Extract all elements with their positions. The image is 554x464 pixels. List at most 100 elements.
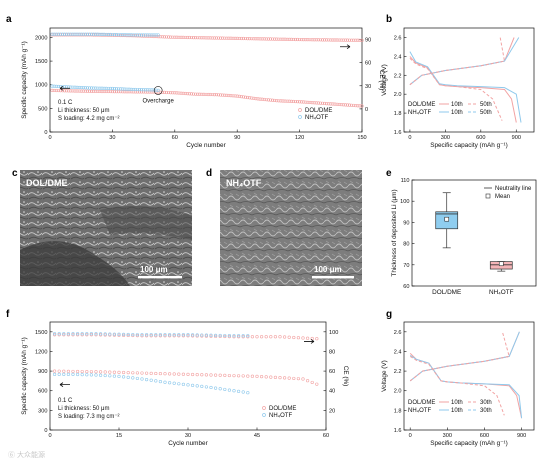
data-point <box>75 333 80 337</box>
data-point <box>50 88 54 92</box>
data-point <box>108 374 112 378</box>
data-point <box>260 335 264 339</box>
data-point <box>354 103 358 108</box>
condition-text: S loading: 7.3 mg cm⁻² <box>58 414 120 420</box>
data-point <box>66 372 70 376</box>
charge-curve <box>409 331 510 382</box>
sem-c-mid-region <box>100 206 192 240</box>
data-point <box>137 33 142 37</box>
data-point <box>298 37 302 42</box>
y2-tick-label: 60 <box>329 369 335 375</box>
sem-image-d-area <box>220 170 362 286</box>
data-point <box>339 102 343 107</box>
data-point <box>100 86 104 90</box>
data-point <box>142 33 146 37</box>
data-point <box>200 384 204 389</box>
data-point <box>131 332 135 337</box>
data-point <box>146 88 150 92</box>
data-point <box>329 102 333 106</box>
data-point <box>108 333 112 337</box>
data-point <box>127 33 131 37</box>
data-point <box>352 103 356 108</box>
category-label: NH₄OTF <box>489 289 514 296</box>
data-point <box>150 90 154 94</box>
data-point <box>264 335 268 339</box>
data-point <box>50 32 54 36</box>
category-label: DOL/DME <box>432 289 461 296</box>
data-point <box>331 38 335 42</box>
data-point <box>200 92 204 96</box>
data-point <box>73 85 77 89</box>
data-point <box>103 370 107 374</box>
data-point <box>333 102 337 106</box>
data-point <box>273 335 278 339</box>
data-point <box>287 99 291 103</box>
data-point <box>142 90 146 94</box>
charge-curve <box>409 37 506 86</box>
data-point <box>171 35 175 39</box>
panel-label-a: a <box>6 14 12 25</box>
data-point <box>149 378 153 382</box>
data-point <box>308 38 312 42</box>
data-point <box>60 89 65 93</box>
data-point <box>209 334 213 338</box>
data-point <box>241 374 245 378</box>
data-point <box>144 33 148 37</box>
data-point <box>77 32 81 36</box>
data-point <box>239 36 243 41</box>
y-tick-label: 1.6 <box>394 428 402 434</box>
data-point <box>283 99 287 103</box>
data-point <box>306 379 310 383</box>
data-point <box>87 86 92 90</box>
data-point <box>166 90 171 95</box>
data-point <box>135 376 139 381</box>
data-point <box>89 333 93 337</box>
data-point <box>162 35 166 39</box>
legend-marker <box>298 108 302 112</box>
data-point <box>164 90 169 95</box>
data-point <box>208 92 212 97</box>
data-point <box>52 332 57 336</box>
data-point <box>210 92 214 97</box>
data-point <box>229 36 233 40</box>
data-point <box>250 37 254 41</box>
data-point <box>96 86 100 90</box>
data-point <box>158 334 162 338</box>
data-point <box>204 385 208 389</box>
data-point <box>89 86 94 90</box>
data-point <box>343 103 347 107</box>
chart-b: 0 300 600 900 1.6 1.8 2.0 2.2 2.4 2.6 Specific cap… <box>381 27 535 149</box>
data-point <box>112 90 117 94</box>
data-point <box>83 32 87 36</box>
data-point <box>172 333 176 337</box>
data-point <box>289 37 293 42</box>
data-point <box>175 91 179 95</box>
data-point <box>79 89 83 93</box>
data-point <box>295 100 300 104</box>
data-point <box>281 99 285 103</box>
y2-tick-label: 80 <box>329 349 335 355</box>
data-point <box>301 377 305 381</box>
data-point <box>114 33 119 37</box>
data-point <box>204 333 208 337</box>
data-point <box>310 38 314 42</box>
y-tick-label: 2.4 <box>394 349 402 355</box>
data-point <box>246 374 250 378</box>
data-point <box>133 33 137 37</box>
data-point <box>322 38 327 42</box>
data-point <box>154 34 158 39</box>
data-point <box>89 89 94 93</box>
data-point <box>57 333 61 337</box>
data-point <box>325 38 329 42</box>
data-point <box>300 100 304 104</box>
data-point <box>94 86 98 90</box>
data-point <box>154 333 158 337</box>
data-point <box>248 96 252 100</box>
data-point <box>243 95 248 99</box>
data-point <box>75 85 79 89</box>
data-point <box>146 90 150 94</box>
legend-entry: 10th <box>451 408 463 414</box>
x-axis-label: Cycle number <box>168 440 208 447</box>
data-point <box>283 335 287 339</box>
y-tick-label: 2.2 <box>394 369 402 375</box>
